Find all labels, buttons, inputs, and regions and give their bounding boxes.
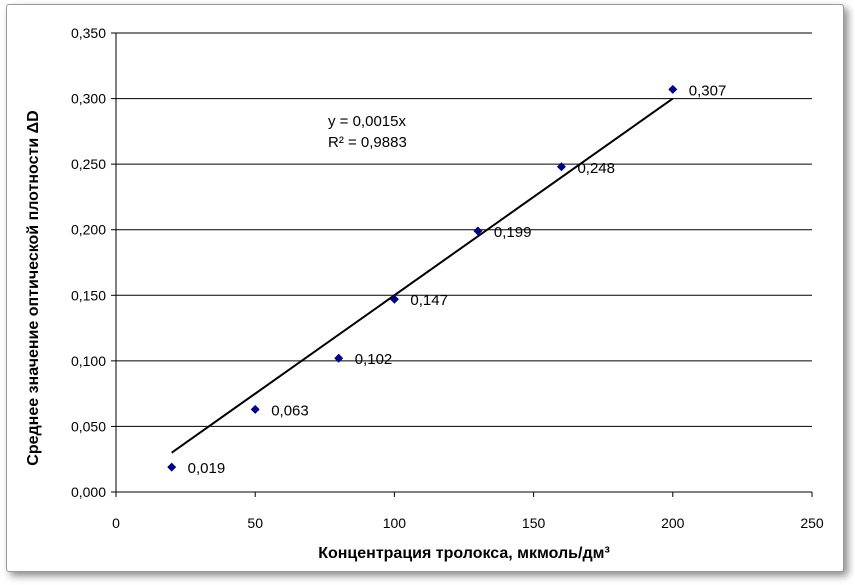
trendline-r-squared: R² = 0,9883 bbox=[328, 134, 407, 151]
data-point bbox=[389, 294, 399, 304]
data-label: 0,248 bbox=[577, 160, 615, 177]
data-label: 0,063 bbox=[271, 402, 309, 419]
y-tick-label: 0,350 bbox=[71, 25, 106, 41]
x-tick-label: 250 bbox=[800, 515, 824, 531]
data-point bbox=[668, 84, 678, 94]
gridlines bbox=[116, 32, 812, 427]
data-points bbox=[167, 84, 678, 472]
data-point bbox=[334, 353, 344, 363]
y-tick-label: 0,300 bbox=[71, 91, 106, 107]
y-axis-ticks: 0,000 0,050 0,100 0,150 0,200 0,250 0,300 0,350 bbox=[71, 25, 116, 500]
data-label: 0,019 bbox=[188, 460, 226, 477]
data-point bbox=[167, 462, 177, 472]
x-tick-label: 200 bbox=[661, 515, 685, 531]
y-tick-label: 0,100 bbox=[71, 353, 106, 369]
x-tick-label: 50 bbox=[247, 515, 263, 531]
y-tick-label: 0,250 bbox=[71, 156, 106, 172]
y-axis-title: Среднее значение оптической плотности ΔD bbox=[25, 110, 42, 465]
trendline-equation: y = 0,0015x bbox=[328, 113, 406, 130]
x-tick-label: 150 bbox=[522, 515, 546, 531]
data-point bbox=[556, 162, 566, 172]
trendline bbox=[171, 97, 674, 454]
y-tick-label: 0,050 bbox=[71, 418, 106, 434]
x-tick-label: 100 bbox=[383, 515, 407, 531]
data-label: 0,102 bbox=[355, 351, 393, 368]
y-tick-label: 0,150 bbox=[71, 287, 106, 303]
y-tick-label: 0,000 bbox=[71, 484, 106, 500]
data-label: 0,307 bbox=[689, 82, 727, 99]
data-labels: 0,019 0,063 0,102 0,147 0,199 0,248 0,307 bbox=[188, 82, 727, 477]
x-axis-title: Концентрация тролокса, мкмоль/дм³ bbox=[318, 545, 610, 562]
data-point bbox=[473, 226, 483, 236]
x-axis-ticks: 0 50 100 150 200 250 bbox=[112, 492, 824, 531]
x-tick-label: 0 bbox=[112, 515, 120, 531]
data-label: 0,199 bbox=[494, 224, 532, 241]
data-point bbox=[250, 404, 260, 414]
y-tick-label: 0,200 bbox=[71, 222, 106, 238]
data-label: 0,147 bbox=[410, 292, 448, 309]
